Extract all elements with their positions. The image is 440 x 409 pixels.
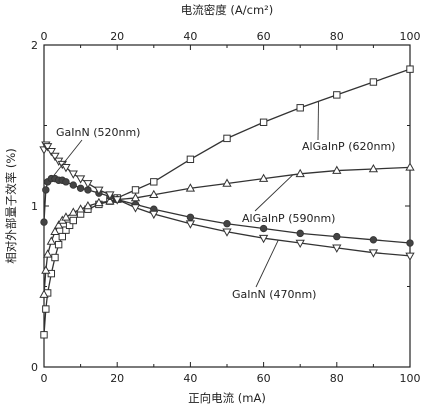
x-axis-title: 正向电流 (mA) <box>188 391 266 405</box>
data-point <box>42 305 50 313</box>
data-point <box>333 232 341 241</box>
data-point <box>53 220 64 229</box>
data-point <box>258 173 269 182</box>
data-point <box>43 249 53 258</box>
data-point <box>58 232 66 241</box>
annotation-layer: GaInN (520nm) AlGaInP (620nm) AlGaInP (590… <box>50 101 395 301</box>
x2-tick-label: 80 <box>330 30 344 43</box>
data-point <box>223 220 231 228</box>
data-point <box>39 289 49 298</box>
y-tick-label: 1 <box>31 200 38 213</box>
data-point <box>332 165 342 174</box>
data-point <box>46 236 56 245</box>
data-point <box>369 78 378 86</box>
data-point <box>46 147 56 157</box>
data-point <box>369 236 378 244</box>
data-point <box>258 234 269 244</box>
data-point <box>185 220 196 229</box>
data-point <box>222 228 232 237</box>
data-point <box>405 162 415 171</box>
data-point <box>296 104 304 112</box>
x2-tick-label: 60 <box>257 30 271 43</box>
data-point <box>149 189 159 199</box>
data-point <box>332 244 342 253</box>
series-layer <box>39 65 415 339</box>
data-point <box>295 168 305 178</box>
data-point <box>68 207 78 216</box>
data-point <box>186 213 195 221</box>
x-tick-label: 100 <box>400 372 421 385</box>
annotation-label: GaInN (470nm) <box>232 288 316 301</box>
data-point <box>83 200 93 210</box>
x-tick-label: 80 <box>330 372 344 385</box>
data-point <box>149 210 159 220</box>
annotation-leader <box>255 239 279 288</box>
x2-tick-label: 0 <box>41 30 48 43</box>
data-point <box>40 218 48 226</box>
data-point <box>259 118 268 126</box>
data-point <box>69 181 77 189</box>
data-point <box>186 155 195 164</box>
data-point <box>296 229 304 238</box>
data-point <box>41 265 51 274</box>
axis-ticks: 0 20 40 60 80 100 0 20 40 60 80 100 0 1 2 <box>31 30 421 385</box>
data-point <box>94 197 104 207</box>
data-point <box>40 331 48 339</box>
data-point <box>333 91 341 99</box>
x-tick-label: 0 <box>41 372 48 385</box>
x2-tick-label: 40 <box>183 30 197 43</box>
x-tick-label: 60 <box>257 372 271 385</box>
data-point <box>94 186 104 195</box>
data-point <box>406 65 414 73</box>
data-point <box>112 196 122 205</box>
data-point <box>54 240 63 249</box>
annotation-leader <box>50 139 83 179</box>
annotation-leader <box>317 101 319 141</box>
data-point <box>69 216 77 225</box>
data-point <box>368 249 379 258</box>
data-point <box>130 204 141 213</box>
annotation-label: AlGaInP (590nm) <box>242 212 335 225</box>
data-point <box>50 152 60 162</box>
data-point <box>62 178 70 186</box>
y-tick-label: 2 <box>31 39 38 52</box>
x2-tick-label: 20 <box>110 30 124 43</box>
annotation-label: AlGaInP (620nm) <box>302 140 395 153</box>
data-point <box>61 212 71 221</box>
data-point <box>42 186 50 194</box>
data-point <box>405 252 415 261</box>
data-point <box>185 183 196 192</box>
data-point <box>131 186 140 194</box>
data-point <box>43 143 53 152</box>
series-4 <box>39 141 415 261</box>
data-point <box>222 178 232 187</box>
data-point <box>61 164 71 173</box>
data-point <box>259 224 268 233</box>
data-point <box>368 163 379 173</box>
x-tick-label: 20 <box>110 372 124 385</box>
y-axis-title: 相对外部量子效率 (%) <box>4 148 18 264</box>
data-point <box>75 175 86 184</box>
data-point <box>150 178 158 186</box>
data-point <box>223 134 231 143</box>
data-point <box>75 204 86 213</box>
data-point <box>295 239 305 249</box>
data-point <box>406 239 414 247</box>
x2-tick-label: 100 <box>400 30 421 43</box>
data-point <box>105 191 115 200</box>
y-tick-label: 0 <box>31 361 38 374</box>
data-point <box>105 196 115 205</box>
data-point <box>68 170 78 179</box>
data-point <box>50 226 60 236</box>
data-point <box>76 184 85 192</box>
x-tick-label: 40 <box>183 372 197 385</box>
data-point <box>51 253 59 262</box>
annotation-leader <box>254 174 294 212</box>
data-point <box>83 180 93 189</box>
x2-axis-title: 电流密度 (A/cm²) <box>181 3 274 17</box>
annotation-label: GaInN (520nm) <box>56 126 140 139</box>
